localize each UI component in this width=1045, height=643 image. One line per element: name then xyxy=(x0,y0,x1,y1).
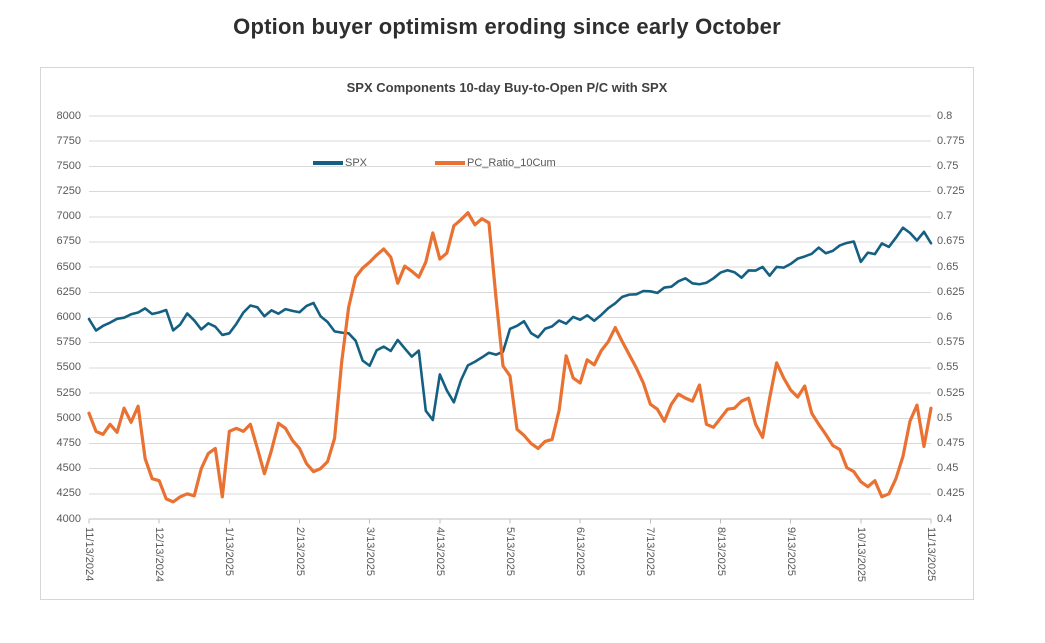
legend-entry-pc-ratio-10cum: PC_Ratio_10Cum xyxy=(435,157,556,169)
y-axis-right: 0.8 0.775 0.75 0.725 0.7 0.675 0.65 0.625 0.6 0.5… xyxy=(937,68,977,599)
right-axis-tick-label: 0.575 xyxy=(937,336,965,349)
left-axis-tick-label: 4250 xyxy=(56,487,81,500)
left-axis-tick-label: 5500 xyxy=(56,361,81,374)
x-axis-tick-label: 10/13/2025 xyxy=(854,527,867,583)
chart-title: SPX Components 10-day Buy-to-Open P/C wi… xyxy=(346,80,668,95)
x-axis-tick-label: 1/13/2025 xyxy=(223,527,236,576)
chart-legend: SPX PC_Ratio_10Cum xyxy=(313,157,556,169)
right-axis-tick-label: 0.6 xyxy=(937,311,953,323)
x-axis-tick-label: 11/13/2025 xyxy=(925,527,937,582)
x-axis-tick-label: 12/13/2024 xyxy=(153,527,166,583)
right-axis-tick-label: 0.65 xyxy=(937,260,959,273)
x-axis-tick-label: 5/13/2025 xyxy=(504,527,516,576)
right-axis-tick-label: 0.475 xyxy=(937,436,965,449)
legend-label: PC_Ratio_10Cum xyxy=(467,157,556,169)
pc-ratio-10cum-line xyxy=(87,211,933,504)
right-axis-tick-label: 0.425 xyxy=(937,487,965,500)
left-axis-tick-label: 5250 xyxy=(56,386,81,399)
left-axis-tick-label: 7750 xyxy=(56,134,81,147)
right-axis-tick-label: 0.725 xyxy=(937,185,965,198)
left-axis-tick-label: 7500 xyxy=(56,159,81,172)
left-axis-tick-label: 6000 xyxy=(56,311,81,323)
right-axis-tick-label: 0.8 xyxy=(937,109,953,122)
right-axis-tick-label: 0.75 xyxy=(937,159,959,172)
right-axis-tick-label: 0.775 xyxy=(937,134,965,147)
left-axis-tick-label: 6250 xyxy=(56,285,81,298)
left-axis-tick-label: 5750 xyxy=(56,336,81,349)
left-axis-tick-label: 4500 xyxy=(56,462,81,475)
right-axis-tick-label: 0.675 xyxy=(937,235,965,248)
plot-area xyxy=(87,115,933,524)
x-axis-tick-label: 3/13/2025 xyxy=(363,527,376,576)
left-axis-tick-label: 7000 xyxy=(56,210,81,223)
left-axis-tick-label: 6750 xyxy=(56,235,81,248)
x-axis-tick-label: 4/13/2025 xyxy=(433,527,446,576)
right-axis-tick-label: 0.625 xyxy=(937,285,965,298)
chart-card: SPX Components 10-day Buy-to-Open P/C wi… xyxy=(40,67,974,600)
y-axis-left: 8000 7750 7500 7250 7000 6750 6500 6250 6000 5750… xyxy=(41,68,81,599)
page-title: Option buyer optimism eroding since earl… xyxy=(233,14,781,39)
x-axis-tick-label: 8/13/2025 xyxy=(714,527,727,576)
legend-entry-spx: SPX xyxy=(313,157,367,169)
legend-swatch xyxy=(313,161,343,165)
right-axis-tick-label: 0.45 xyxy=(937,462,959,475)
left-axis-tick-label: 4000 xyxy=(56,512,81,525)
left-axis-tick-label: 7250 xyxy=(56,185,81,198)
legend-label: SPX xyxy=(345,157,368,169)
x-axis-tick-label: 11/13/2024 xyxy=(83,527,95,582)
left-axis-tick-label: 6500 xyxy=(56,260,81,273)
right-axis-tick-label: 0.4 xyxy=(937,512,953,525)
x-axis-tick-label: 9/13/2025 xyxy=(784,527,797,576)
right-axis-tick-label: 0.55 xyxy=(937,361,959,374)
x-axis-tick-label: 6/13/2025 xyxy=(574,527,587,576)
left-axis-tick-label: 5000 xyxy=(56,411,81,424)
right-axis-tick-label: 0.7 xyxy=(937,210,953,223)
legend-swatch xyxy=(435,161,466,165)
left-axis-tick-label: 8000 xyxy=(56,109,81,122)
right-axis-tick-label: 0.5 xyxy=(937,411,953,424)
x-axis-tick-label: 7/13/2025 xyxy=(644,527,657,576)
x-axis-tick-label: 2/13/2025 xyxy=(293,527,306,576)
spx-line xyxy=(87,226,933,422)
left-axis-tick-label: 4750 xyxy=(56,436,81,449)
right-axis-tick-label: 0.525 xyxy=(937,386,965,399)
